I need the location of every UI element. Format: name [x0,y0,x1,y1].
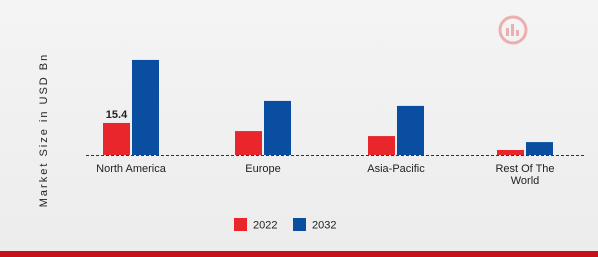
x-tick-label: Rest Of The World [495,163,555,187]
footer-bar [0,251,598,257]
bar [368,136,395,155]
bar [235,131,262,155]
legend-label: 2032 [312,220,336,232]
legend-item: 2022 [234,218,277,232]
bar [264,100,291,155]
legend-label: 2022 [253,220,277,232]
legend-swatch [234,218,247,231]
legend-swatch [293,218,306,231]
data-label: 15.4 [106,109,128,121]
bar [397,105,424,155]
bar [103,122,130,155]
y-axis-label: Market Size in USD Bn [38,53,50,207]
bar [497,150,524,155]
x-tick-label: North America [96,163,166,175]
legend-item: 2032 [293,218,336,232]
x-tick-label: Europe [245,163,281,175]
bar [132,59,159,155]
bar [526,142,553,155]
x-tick-label: Asia-Pacific [367,163,425,175]
watermark [498,15,528,45]
